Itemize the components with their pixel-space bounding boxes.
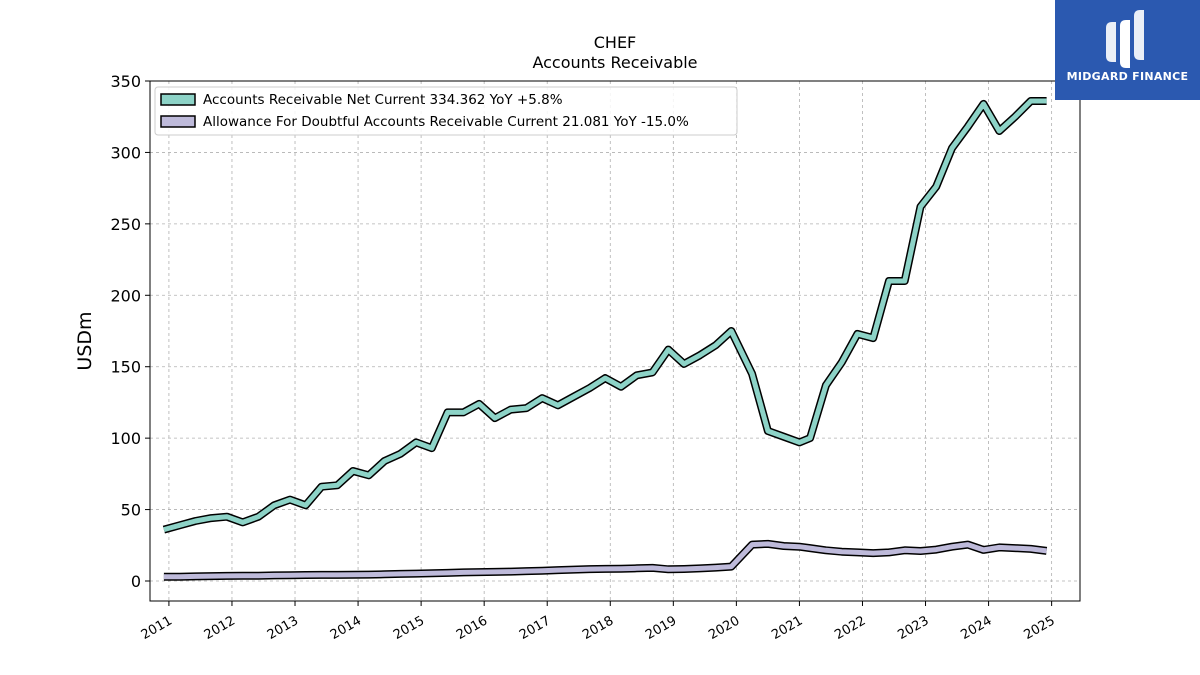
x-tick-label: 2014 xyxy=(328,613,364,643)
y-tick-label: 150 xyxy=(110,358,141,377)
legend-label-0: Accounts Receivable Net Current 334.362 … xyxy=(203,92,563,108)
x-tick-label: 2022 xyxy=(832,613,868,643)
x-tick-label: 2013 xyxy=(265,613,301,643)
x-tick-label: 2021 xyxy=(769,613,805,643)
legend-box xyxy=(154,86,738,136)
series-outline-0 xyxy=(162,97,1047,534)
y-tick-label: 350 xyxy=(110,72,141,91)
series-line-0 xyxy=(163,98,1047,533)
y-tick-label: 200 xyxy=(110,286,141,305)
legend-swatch-0 xyxy=(160,93,196,106)
x-tick-label: 2011 xyxy=(139,613,175,643)
x-tick-label: 2012 xyxy=(202,613,238,643)
y-tick-label: 100 xyxy=(110,429,141,448)
y-tick-label: 300 xyxy=(110,143,141,162)
chart-subtitle: Accounts Receivable xyxy=(532,53,697,72)
legend-label-1: Allowance For Doubtful Accounts Receivab… xyxy=(203,114,689,130)
y-tick-label: 50 xyxy=(121,501,141,520)
x-tick-label: 2017 xyxy=(517,613,553,643)
x-tick-label: 2019 xyxy=(643,613,679,643)
brand-logo-icon xyxy=(1106,10,1144,68)
x-tick-label: 2018 xyxy=(580,613,616,643)
legend-swatch-1 xyxy=(160,115,196,128)
x-tick-label: 2020 xyxy=(706,613,742,643)
y-axis-label: USDm xyxy=(74,311,96,370)
plot-frame xyxy=(149,80,1081,602)
x-tick-label: 2016 xyxy=(454,613,490,643)
brand-logo: MIDGARD FINANCE xyxy=(1055,0,1200,100)
series-line-1 xyxy=(163,541,1047,580)
x-tick-label: 2025 xyxy=(1021,613,1057,643)
x-tick-label: 2024 xyxy=(958,613,994,643)
y-tick-label: 0 xyxy=(131,572,141,591)
chart-title: CHEF xyxy=(594,33,637,52)
x-tick-label: 2015 xyxy=(391,613,427,643)
x-tick-label: 2023 xyxy=(895,613,931,643)
y-tick-label: 250 xyxy=(110,215,141,234)
brand-name: MIDGARD FINANCE xyxy=(1066,70,1189,83)
